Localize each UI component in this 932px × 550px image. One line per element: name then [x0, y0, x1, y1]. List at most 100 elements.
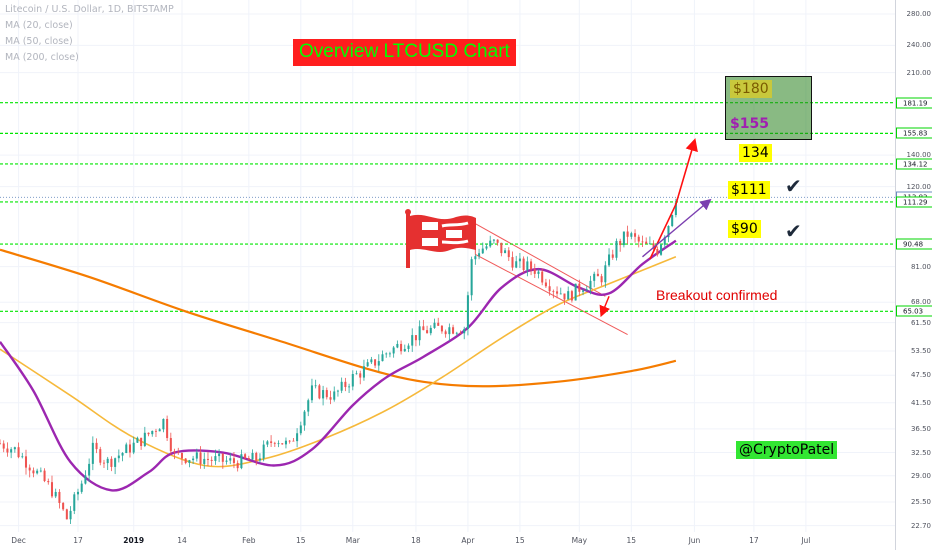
- candle-body: [466, 295, 469, 329]
- candle-body: [470, 259, 473, 296]
- level-price-tag: 65.03: [896, 305, 932, 317]
- time-tick-label: May: [571, 536, 588, 545]
- candle-body: [563, 293, 566, 300]
- ma50-legend[interactable]: MA (50, close): [5, 36, 73, 47]
- candle-body: [166, 418, 169, 439]
- price-tick-label: 140.00: [906, 151, 932, 160]
- candle-body: [411, 335, 414, 346]
- candle-body: [362, 366, 365, 378]
- candle-body: [292, 440, 295, 442]
- level-price-tag: 155.83: [896, 127, 932, 139]
- price-tick-label: 29.00: [910, 471, 931, 480]
- candle-body: [348, 386, 351, 388]
- candle-body: [13, 447, 16, 450]
- price-tick-label: 240.00: [906, 41, 932, 50]
- time-tick-label: 17: [749, 536, 759, 545]
- candle-body: [552, 291, 555, 293]
- candle-body: [429, 327, 432, 334]
- candle-body: [619, 240, 622, 246]
- candle-body: [585, 289, 588, 291]
- candle-body: [99, 449, 102, 463]
- candle-body: [214, 456, 217, 461]
- target-180: $180: [730, 80, 772, 98]
- chart-symbol-title: Litecoin / U.S. Dollar, 1D, BITSTAMP: [5, 4, 174, 15]
- price-tick-label: 53.50: [910, 347, 931, 356]
- candle-body: [340, 381, 343, 391]
- price-tick-label: 32.50: [910, 448, 931, 457]
- candle-body: [255, 453, 258, 461]
- candle-body: [140, 437, 143, 447]
- candle-body: [314, 385, 317, 387]
- price-tick-label: 22.70: [910, 521, 931, 530]
- candle-body: [537, 271, 540, 274]
- candle-body: [177, 452, 180, 454]
- candle-body: [143, 432, 146, 447]
- candle-body: [630, 233, 633, 237]
- ma200-legend[interactable]: MA (200, close): [5, 52, 79, 63]
- check-icon: ✔: [785, 174, 802, 198]
- candle-body: [184, 458, 187, 463]
- price-tick-label: 36.50: [910, 424, 931, 433]
- price-tick-label: 47.50: [910, 371, 931, 380]
- breakout-label: Breakout confirmed: [656, 287, 778, 303]
- ma-line: [0, 256, 677, 468]
- candle-body: [244, 454, 247, 459]
- candle-body: [437, 322, 440, 326]
- candle-body: [645, 241, 648, 244]
- candle-body: [21, 456, 24, 458]
- candle-body: [91, 442, 94, 464]
- candle-body: [206, 458, 209, 460]
- candle-body: [474, 256, 477, 260]
- price-tick-label: 68.00: [910, 298, 931, 307]
- candle-body: [158, 429, 161, 432]
- candle-body: [229, 458, 232, 461]
- candle-body: [433, 322, 436, 328]
- time-tick-label: Jul: [801, 536, 811, 545]
- candle-body: [277, 443, 280, 445]
- candle-body: [500, 242, 503, 254]
- candle-body: [637, 236, 640, 242]
- candle-body: [374, 359, 377, 366]
- candle-body: [69, 510, 72, 520]
- candle-body: [210, 459, 213, 461]
- candle-body: [485, 246, 488, 249]
- candle-body: [359, 373, 362, 378]
- candle-body: [236, 462, 239, 469]
- time-tick-label: 15: [296, 536, 306, 545]
- arrow-red: [649, 203, 677, 260]
- candle-body: [225, 460, 228, 462]
- ma20-legend[interactable]: MA (20, close): [5, 20, 73, 31]
- candle-body: [522, 258, 525, 271]
- candle-body: [281, 443, 284, 445]
- candles: [0, 198, 677, 524]
- candle-body: [377, 361, 380, 366]
- candle-body: [169, 438, 172, 452]
- candle-body: [511, 257, 514, 268]
- candle-body: [329, 397, 332, 400]
- candle-body: [192, 458, 195, 461]
- candle-body: [608, 254, 611, 266]
- arrow-breakout: [599, 296, 610, 318]
- candle-body: [504, 250, 507, 254]
- candle-body: [110, 458, 113, 467]
- candle-body: [125, 444, 128, 453]
- level-price-tag: 90.48: [896, 238, 932, 250]
- candle-body: [28, 467, 31, 471]
- candle-body: [388, 353, 391, 355]
- candle-body: [188, 460, 191, 463]
- candle-body: [674, 202, 677, 216]
- target-90: $90: [728, 220, 761, 238]
- candle-body: [422, 326, 425, 331]
- candle-body: [266, 441, 269, 445]
- candle-body: [604, 265, 607, 283]
- candle-body: [656, 249, 659, 255]
- candle-body: [173, 451, 176, 453]
- candle-body: [307, 400, 310, 412]
- candle-body: [381, 354, 384, 362]
- candle-body: [478, 253, 481, 257]
- price-axis[interactable]: 280.00 240.00 210.00 140.00 120.00 81.00 68.00…: [895, 0, 932, 550]
- channel-lower: [475, 253, 628, 336]
- candle-body: [567, 291, 570, 300]
- candle-body: [336, 390, 339, 392]
